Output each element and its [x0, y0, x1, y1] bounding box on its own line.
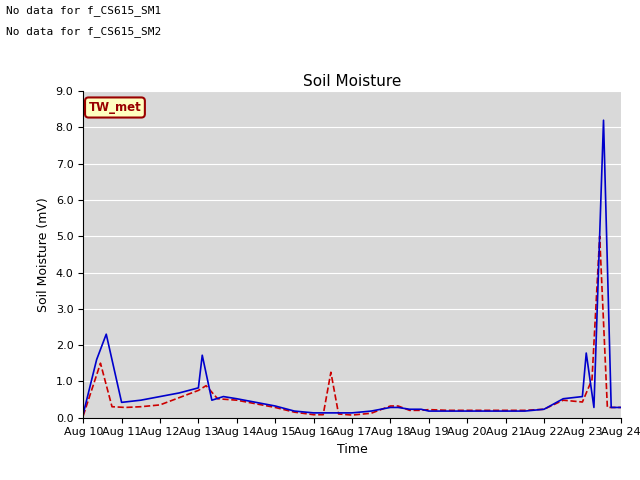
Text: No data for f_CS615_SM2: No data for f_CS615_SM2: [6, 26, 162, 37]
X-axis label: Time: Time: [337, 443, 367, 456]
Y-axis label: Soil Moisture (mV): Soil Moisture (mV): [37, 197, 50, 312]
Text: TW_met: TW_met: [88, 101, 141, 114]
Text: No data for f_CS615_SM1: No data for f_CS615_SM1: [6, 5, 162, 16]
Title: Soil Moisture: Soil Moisture: [303, 73, 401, 89]
